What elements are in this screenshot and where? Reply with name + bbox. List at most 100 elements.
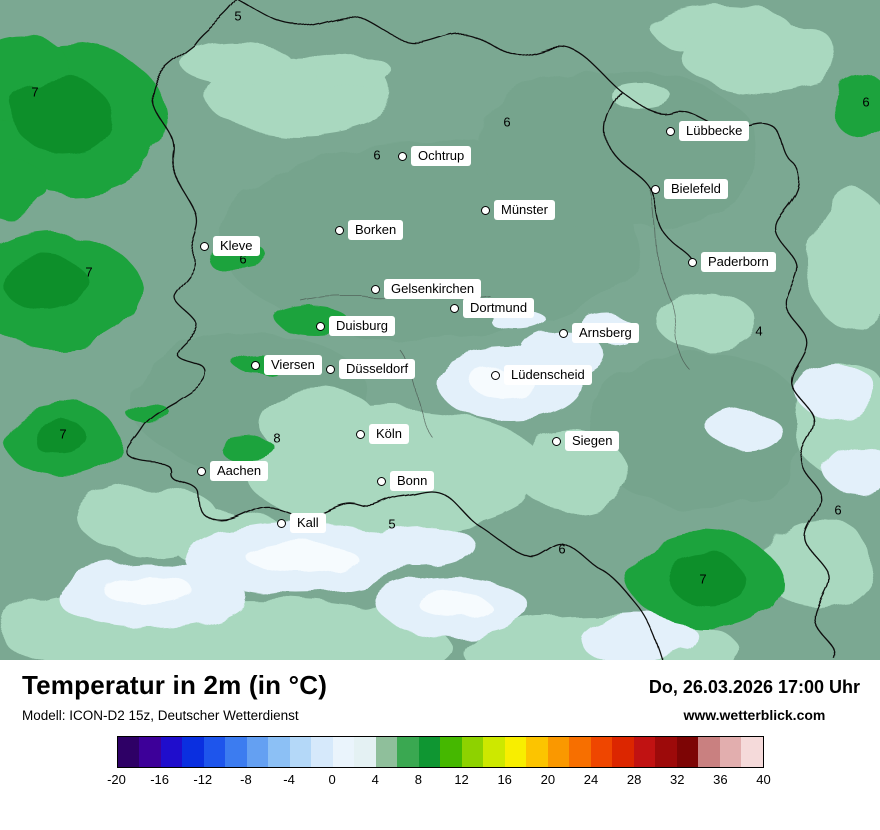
legend-segment [483, 737, 505, 767]
city-marker: Lübbecke [666, 120, 750, 142]
city-dot-icon [450, 303, 459, 313]
temp-value: 6 [862, 94, 870, 110]
legend-tick-label: 8 [414, 772, 423, 787]
city-label: Bonn [390, 471, 435, 491]
temp-value: 4 [755, 323, 763, 339]
city-marker: Dortmund [450, 297, 535, 319]
legend-segment [203, 737, 225, 767]
legend-tick-label: 32 [669, 772, 685, 787]
city-label: Ochtrup [411, 146, 472, 166]
legend-segment [397, 737, 419, 767]
city-marker: Münster [481, 199, 555, 221]
legend-tick-label: 4 [371, 772, 379, 787]
legend-segment [741, 737, 763, 767]
model-info: Modell: ICON-D2 15z, Deutscher Wetterdie… [22, 708, 299, 723]
city-marker: Viersen [251, 354, 322, 376]
city-dot-icon [251, 360, 260, 370]
temp-value: 7 [699, 571, 707, 587]
city-dot-icon [651, 184, 660, 194]
legend-segment [246, 737, 268, 767]
city-marker: Gelsenkirchen [371, 278, 482, 300]
legend-tick-label: 24 [583, 772, 599, 787]
city-marker: Ochtrup [398, 145, 472, 167]
legend-segment [547, 737, 569, 767]
legend-tick-label: 20 [540, 772, 556, 787]
city-marker: Bielefeld [651, 178, 728, 200]
legend-segment [182, 737, 204, 767]
legend-segment [461, 737, 483, 767]
legend-segment [719, 737, 741, 767]
temp-value: 5 [388, 516, 396, 532]
legend-segment [117, 737, 139, 767]
city-dot-icon [371, 284, 380, 294]
city-marker: Köln [356, 423, 410, 445]
legend-tick-label: -20 [107, 772, 126, 787]
temperature-legend: -20 -16 -12 -8 -4 0 4 8 12 16 20 24 28 32 36 40 [0, 736, 880, 790]
legend-segment [289, 737, 311, 767]
city-dot-icon [559, 328, 568, 338]
city-label: Kall [290, 513, 326, 533]
city-marker: Paderborn [688, 251, 776, 273]
city-label: Arnsberg [572, 323, 639, 343]
city-label: Aachen [210, 461, 269, 481]
legend-segment [418, 737, 440, 767]
legend-segment [354, 737, 376, 767]
city-marker: Bonn [377, 470, 435, 492]
legend-segment [676, 737, 698, 767]
city-marker: Kleve [200, 235, 260, 257]
city-dot-icon [398, 151, 407, 161]
legend-tick-label: -12 [193, 772, 213, 787]
legend-segment [590, 737, 612, 767]
legend-segment [526, 737, 548, 767]
map-footer: Temperatur in 2m (in °C) Modell: ICON-D2… [0, 660, 880, 830]
temp-value: 6 [373, 147, 381, 163]
city-dot-icon [326, 364, 335, 374]
city-marker: Aachen [197, 460, 269, 482]
city-label: Kleve [213, 236, 260, 256]
legend-segment [504, 737, 526, 767]
legend-tick-label: -16 [150, 772, 170, 787]
city-dot-icon [491, 370, 500, 380]
city-dot-icon [200, 241, 209, 251]
legend-segment [612, 737, 634, 767]
temperature-raster [0, 0, 880, 660]
city-label: Siegen [565, 431, 620, 451]
legend-tick-label: -4 [283, 772, 295, 787]
temp-value: 6 [834, 502, 842, 518]
city-label: Lüdenscheid [504, 365, 592, 385]
city-dot-icon [277, 518, 286, 528]
city-dot-icon [356, 429, 365, 439]
legend-segment [332, 737, 354, 767]
city-dot-icon [335, 225, 344, 235]
city-label: Borken [348, 220, 404, 240]
legend-tick-label: 36 [713, 772, 728, 787]
temp-value: 6 [503, 114, 511, 130]
city-dot-icon [377, 476, 386, 486]
legend-segment [160, 737, 182, 767]
legend-tick-label: 40 [756, 772, 771, 787]
legend-colorbar [116, 736, 764, 768]
city-label: Paderborn [701, 252, 776, 272]
city-marker: Lüdenscheid [491, 364, 592, 386]
city-label: Dortmund [463, 298, 535, 318]
temp-value: 7 [85, 264, 93, 280]
temp-value: 6 [558, 541, 566, 557]
weather-map: 5 7 6 6 6 6 7 4 7 8 5 6 6 7 Ochtrup Lübbecke Bielefeld M… [0, 0, 880, 660]
city-dot-icon [666, 126, 675, 136]
legend-segment [655, 737, 677, 767]
city-marker: Arnsberg [559, 322, 639, 344]
legend-segment [225, 737, 247, 767]
city-markers-layer: Ochtrup Lübbecke Bielefeld Münster Borken Kle… [197, 120, 776, 533]
legend-segment [311, 737, 333, 767]
temp-value: 8 [273, 430, 281, 446]
city-label: Lübbecke [679, 121, 750, 141]
city-dot-icon [481, 205, 490, 215]
legend-tick-label: -8 [240, 772, 252, 787]
city-label: Münster [494, 200, 555, 220]
temperature-values-layer: 5 7 6 6 6 6 7 4 7 8 5 6 6 7 [31, 9, 870, 587]
city-label: Köln [369, 424, 410, 444]
city-marker: Duisburg [316, 315, 396, 337]
website-url: www.wetterblick.com [683, 707, 826, 723]
city-marker: Borken [335, 219, 404, 241]
legend-segment [268, 737, 290, 767]
